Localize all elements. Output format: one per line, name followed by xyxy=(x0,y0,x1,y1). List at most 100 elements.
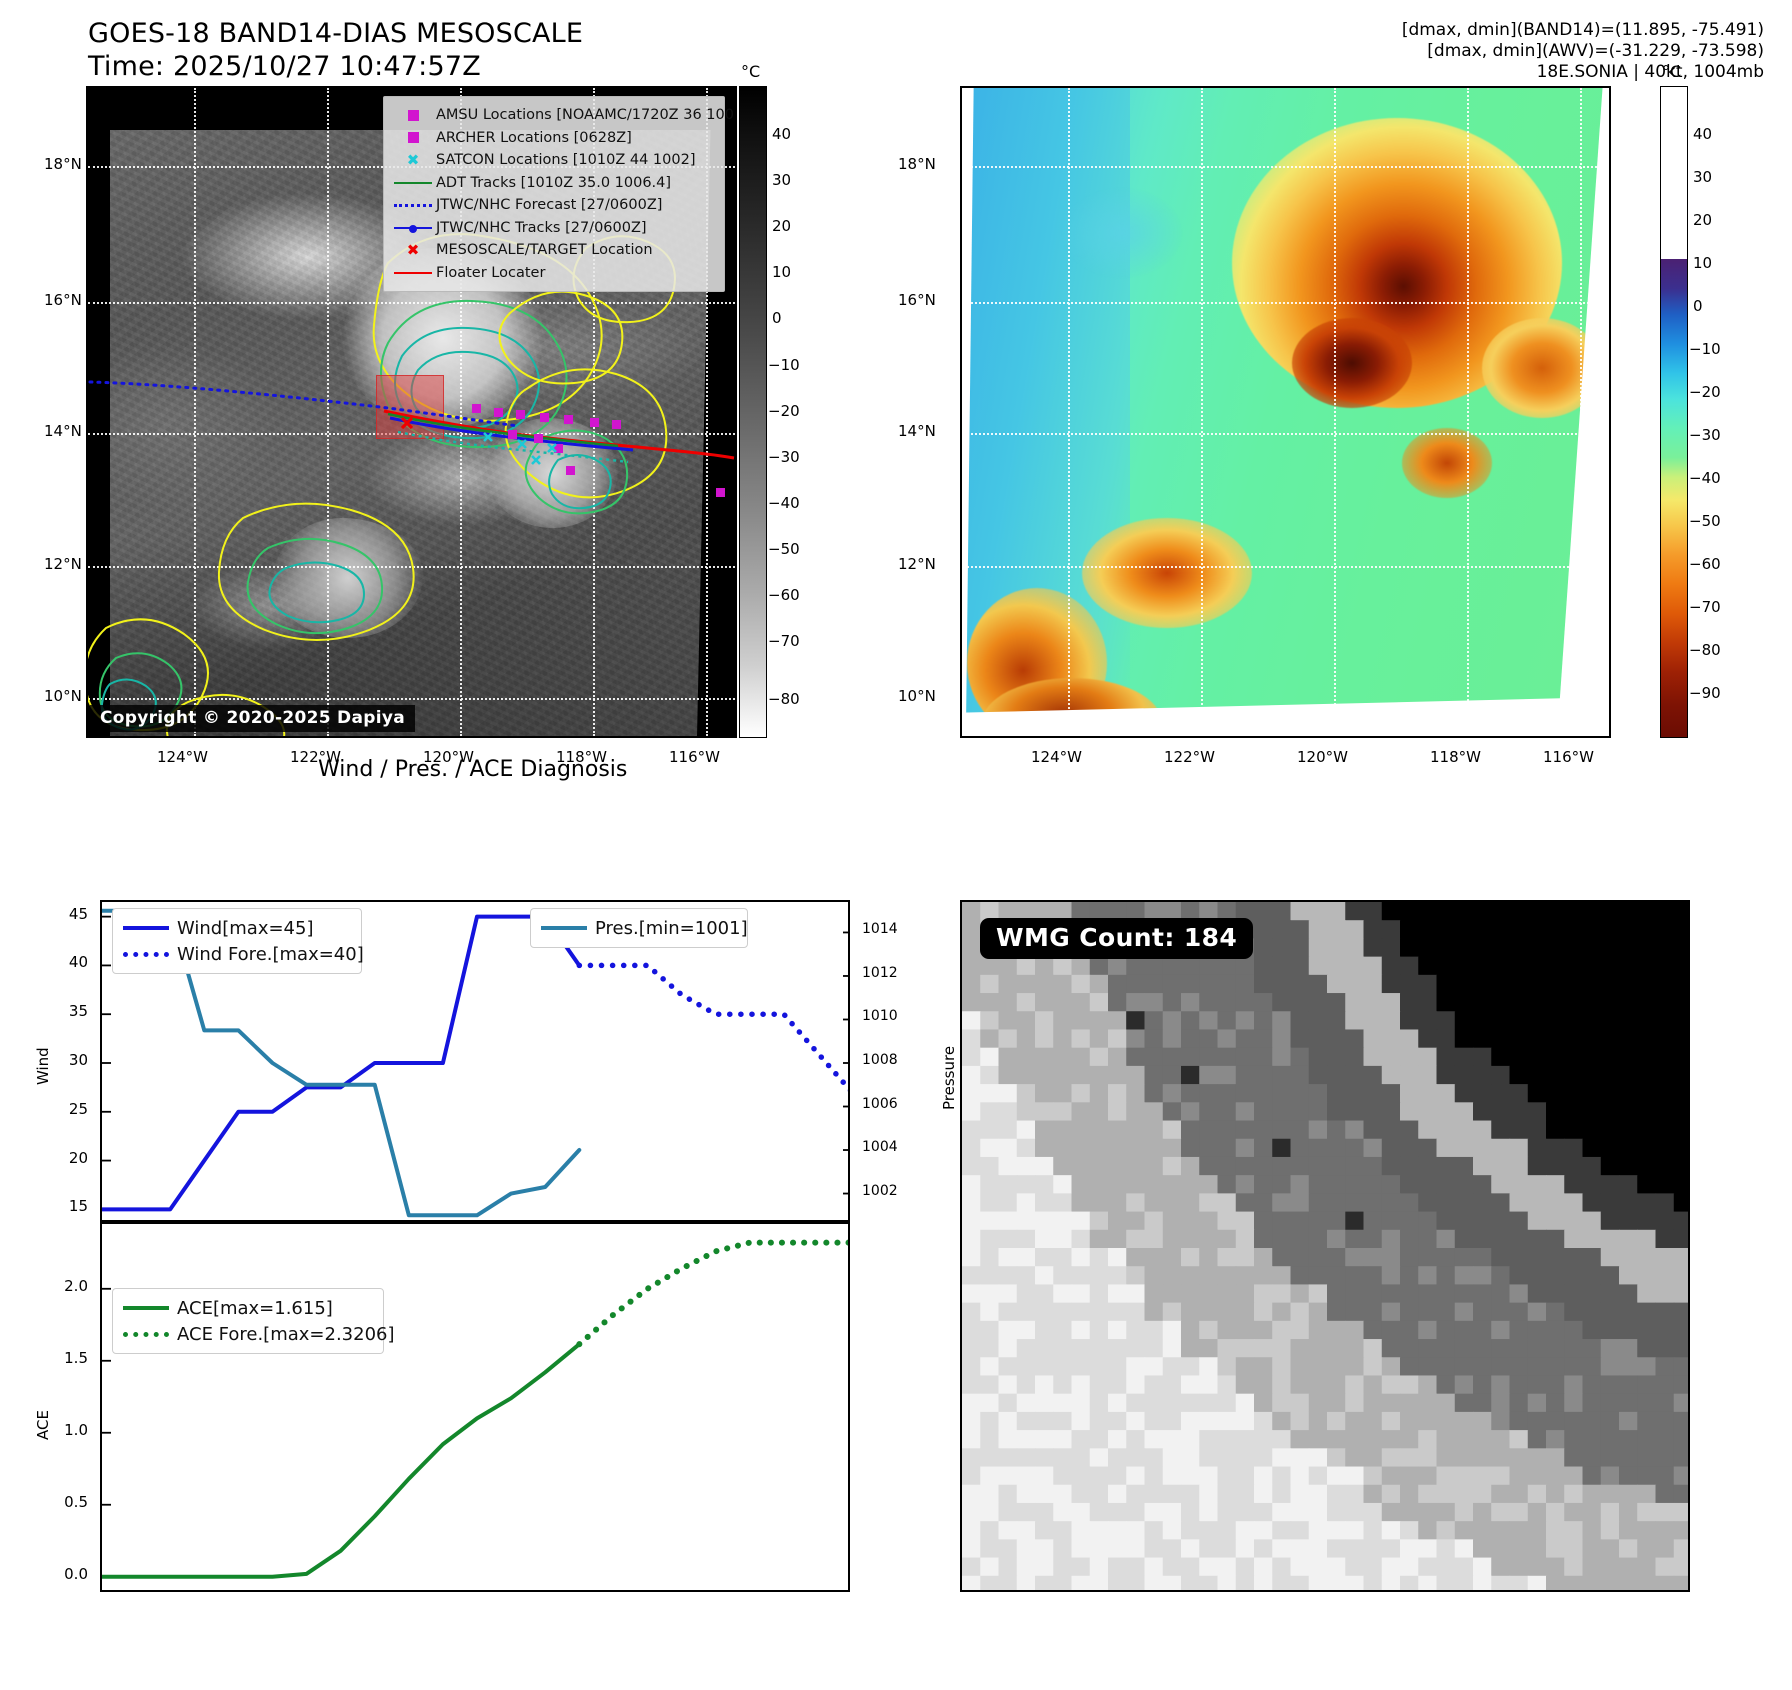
ir-lon-label-120W: 120°W xyxy=(423,748,474,766)
ir-cb-tick--50: −50 xyxy=(768,540,800,558)
awv-cb-tick--10: −10 xyxy=(1689,340,1721,358)
wind-axis-label: Wind xyxy=(34,1047,52,1085)
pressure-ytick-1010: 1010 xyxy=(862,1008,898,1025)
magenta-square-icon xyxy=(390,132,436,144)
page-title: GOES-18 BAND14-DIAS MESOSCALE xyxy=(88,18,584,49)
awv-cb-tick-20: 20 xyxy=(1693,211,1713,229)
wind-ytick-25: 25 xyxy=(68,1099,88,1118)
awv-cb-tick-0: 0 xyxy=(1693,297,1703,315)
legend-label: JTWC/NHC Forecast [27/0600Z] xyxy=(436,197,663,214)
ir-lon-label-116W: 116°W xyxy=(669,748,720,766)
teal-solid-line-icon xyxy=(541,926,595,930)
ace-legend: ACE[max=1.615] ACE Fore.[max=2.3206] xyxy=(112,1288,395,1354)
awv-lat-label-16N: 16°N xyxy=(898,291,936,309)
ir-colorbar xyxy=(739,86,767,738)
awv-cb-tick-40: 40 xyxy=(1693,125,1713,143)
ir-satellite-map[interactable]: AMSU Locations [NOAAMC/1720Z 36 1000] AR… xyxy=(86,86,737,738)
ir-cb-tick--30: −30 xyxy=(768,448,800,466)
ace-ytick-0: 0.0 xyxy=(64,1564,88,1583)
awv-cb-tick--50: −50 xyxy=(1689,512,1721,530)
wind-legend: Wind[max=45] Wind Fore.[max=40] xyxy=(112,908,364,974)
blue-dotted-line-icon xyxy=(123,951,177,957)
awv-cb-tick--30: −30 xyxy=(1689,426,1721,444)
awv-satellite-map[interactable] xyxy=(960,86,1611,738)
awv-edge-mask-left xyxy=(962,88,974,736)
legend-label: SATCON Locations [1010Z 44 1002] xyxy=(436,152,696,169)
awv-gridline-lat-16 xyxy=(962,302,1609,304)
stat-storm-summary: 18E.SONIA | 40kt, 1004mb xyxy=(1536,62,1764,82)
page-subtitle-time: Time: 2025/10/27 10:47:57Z xyxy=(88,51,481,82)
blue-solid-line-icon xyxy=(123,926,177,930)
awv-lat-label-18N: 18°N xyxy=(898,155,936,173)
ir-cb-tick-30: 30 xyxy=(772,171,792,189)
blue-dotted-line-icon xyxy=(390,203,436,207)
legend-item-forecast: JTWC/NHC Forecast [27/0600Z] xyxy=(390,194,716,217)
ir-lon-label-122W: 122°W xyxy=(290,748,341,766)
legend-label: MESOSCALE/TARGET Location xyxy=(436,242,653,259)
stat-band14-range: [dmax, dmin](BAND14)=(11.895, -75.491) xyxy=(1401,20,1764,40)
awv-cb-tick--40: −40 xyxy=(1689,469,1721,487)
pressure-legend: Pres.[min=1001] xyxy=(530,908,748,948)
legend-item-wind: Wind[max=45] xyxy=(123,915,351,941)
awv-colorbar-unit: °C xyxy=(1662,62,1682,81)
awv-lon-label-124W: 124°W xyxy=(1031,748,1082,766)
awv-gridline-lon-124 xyxy=(1068,88,1070,736)
legend-label: Floater Locater xyxy=(436,264,546,281)
legend-item-tracks: JTWC/NHC Tracks [27/0600Z] xyxy=(390,217,716,240)
legend-label: ARCHER Locations [0628Z] xyxy=(436,129,632,146)
series-1 xyxy=(576,962,848,1092)
ir-gridline-lon-120 xyxy=(460,88,462,736)
ir-cb-tick--80: −80 xyxy=(768,690,800,708)
awv-cb-tick--90: −90 xyxy=(1689,684,1721,702)
wmg-grid-panel[interactable]: WMG Count: 184 xyxy=(960,900,1690,1592)
legend-label: Wind Fore.[max=40] xyxy=(177,943,364,965)
wind-ytick-30: 30 xyxy=(68,1051,88,1069)
satcon-markers xyxy=(483,432,557,465)
awv-cell-south xyxy=(1082,518,1252,628)
pressure-ytick-1006: 1006 xyxy=(862,1095,898,1112)
wind-ytick-40: 40 xyxy=(68,953,88,972)
awv-cb-tick-30: 30 xyxy=(1693,168,1713,186)
wind-ytick-20: 20 xyxy=(68,1148,88,1167)
awv-lon-label-122W: 122°W xyxy=(1164,748,1215,766)
ir-cb-tick--40: −40 xyxy=(768,494,800,512)
legend-label: AMSU Locations [NOAAMC/1720Z 36 1000] xyxy=(436,107,737,124)
awv-dry-patch xyxy=(1062,188,1182,278)
awv-cb-tick--80: −80 xyxy=(1689,641,1721,659)
ir-gridline-lon-122 xyxy=(327,88,329,736)
ir-gridline-lon-118 xyxy=(593,88,595,736)
ir-cb-tick-40: 40 xyxy=(772,125,792,143)
awv-lat-label-12N: 12°N xyxy=(898,555,936,573)
awv-lat-label-10N: 10°N xyxy=(898,687,936,705)
ir-gridline-lat-14 xyxy=(88,433,735,435)
pressure-axis-label: Pressure xyxy=(940,1045,958,1110)
blue-line-marker-icon xyxy=(390,224,436,233)
legend-item-amsu: AMSU Locations [NOAAMC/1720Z 36 1000] xyxy=(390,104,735,127)
stat-awv-range: [dmax, dmin](AWV)=(-31.229, -73.598) xyxy=(1427,41,1764,61)
ir-cb-tick-10: 10 xyxy=(772,263,792,281)
legend-item-wind-forecast: Wind Fore.[max=40] xyxy=(123,941,364,967)
wind-ytick-15: 15 xyxy=(68,1197,88,1216)
pressure-ytick-1008: 1008 xyxy=(862,1052,898,1068)
ir-gridline-lon-124 xyxy=(194,88,196,736)
pressure-ytick-1014: 1014 xyxy=(862,921,898,938)
awv-gridline-lon-120 xyxy=(1334,88,1336,736)
legend-item-archer: ARCHER Locations [0628Z] xyxy=(390,127,716,150)
legend-item-satcon: ✖ SATCON Locations [1010Z 44 1002] xyxy=(390,149,716,172)
ir-gridline-lat-10 xyxy=(88,698,735,700)
amsu-archer-markers xyxy=(472,404,725,497)
awv-cb-tick--70: −70 xyxy=(1689,598,1721,616)
ir-lat-label-10N: 10°N xyxy=(44,687,82,705)
green-line-icon xyxy=(390,181,436,184)
series-0 xyxy=(102,914,582,1212)
legend-item-pressure: Pres.[min=1001] xyxy=(541,915,748,941)
ir-gridline-lon-116 xyxy=(706,88,708,736)
green-solid-line-icon xyxy=(123,1306,177,1310)
legend-item-ace: ACE[max=1.615] xyxy=(123,1295,373,1321)
ace-ytick-1: 1.0 xyxy=(64,1420,88,1439)
ir-lon-label-124W: 124°W xyxy=(157,748,208,766)
awv-gridline-lat-18 xyxy=(962,166,1609,168)
legend-label: Wind[max=45] xyxy=(177,917,314,939)
ir-gridline-lat-12 xyxy=(88,566,735,568)
awv-lon-label-120W: 120°W xyxy=(1297,748,1348,766)
